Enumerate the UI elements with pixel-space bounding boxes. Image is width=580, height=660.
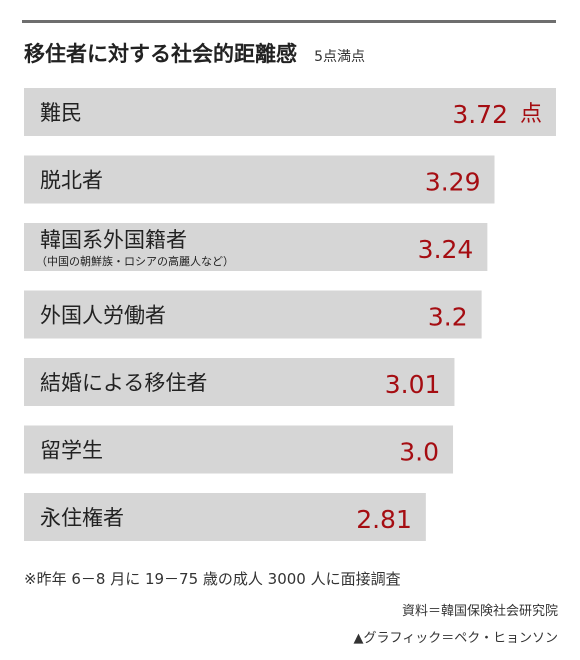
bar-4 — [24, 358, 455, 406]
source-credit: 資料＝韓国保険社会研究院 — [401, 604, 558, 619]
category-note-2: （中国の朝鮮族・ロシアの高麗人など） — [36, 254, 234, 268]
bar-chart: 難民 点 3.72 脱北者 3.29 韓国系外国籍者 （中国の朝鮮族・ロシアの高麗人など） 3… — [24, 88, 556, 541]
survey-note: ※昨年 6－8 月に 19－75 歳の成人 3000 人に面接調査 — [24, 570, 401, 588]
value-label-2: 3.24 — [418, 235, 474, 264]
category-label-2: 韓国系外国籍者 — [40, 228, 187, 252]
bar-6 — [24, 493, 426, 541]
value-label-3: 3.2 — [428, 303, 468, 332]
graphic-credit: ▲グラフィック＝ペク・ヒョンソン — [353, 631, 558, 646]
category-label-5: 留学生 — [40, 439, 103, 463]
value-label-0: 3.72 — [452, 100, 508, 129]
top-rule — [22, 20, 556, 23]
category-label-3: 外国人労働者 — [40, 304, 166, 328]
bar-3 — [24, 290, 482, 339]
chart-subtitle: 5点満点 — [314, 49, 366, 65]
chart-title: 移住者に対する社会的距離感 — [24, 42, 297, 66]
bar-1 — [24, 155, 495, 204]
value-unit-label: 点 — [520, 102, 542, 127]
value-label-5: 3.0 — [399, 438, 439, 467]
value-label-4: 3.01 — [385, 370, 441, 399]
category-label-0: 難民 — [40, 101, 82, 125]
value-label-1: 3.29 — [425, 168, 481, 197]
title-block: 移住者に対する社会的距離感 5点満点 — [24, 38, 365, 68]
category-label-6: 永住権者 — [40, 506, 124, 530]
category-label-1: 脱北者 — [40, 169, 103, 193]
bar-5 — [24, 425, 454, 474]
category-label-4: 結婚による移住者 — [40, 371, 207, 395]
value-label-6: 2.81 — [356, 505, 412, 534]
bar-0 — [24, 88, 556, 136]
bar-2 — [24, 223, 488, 271]
